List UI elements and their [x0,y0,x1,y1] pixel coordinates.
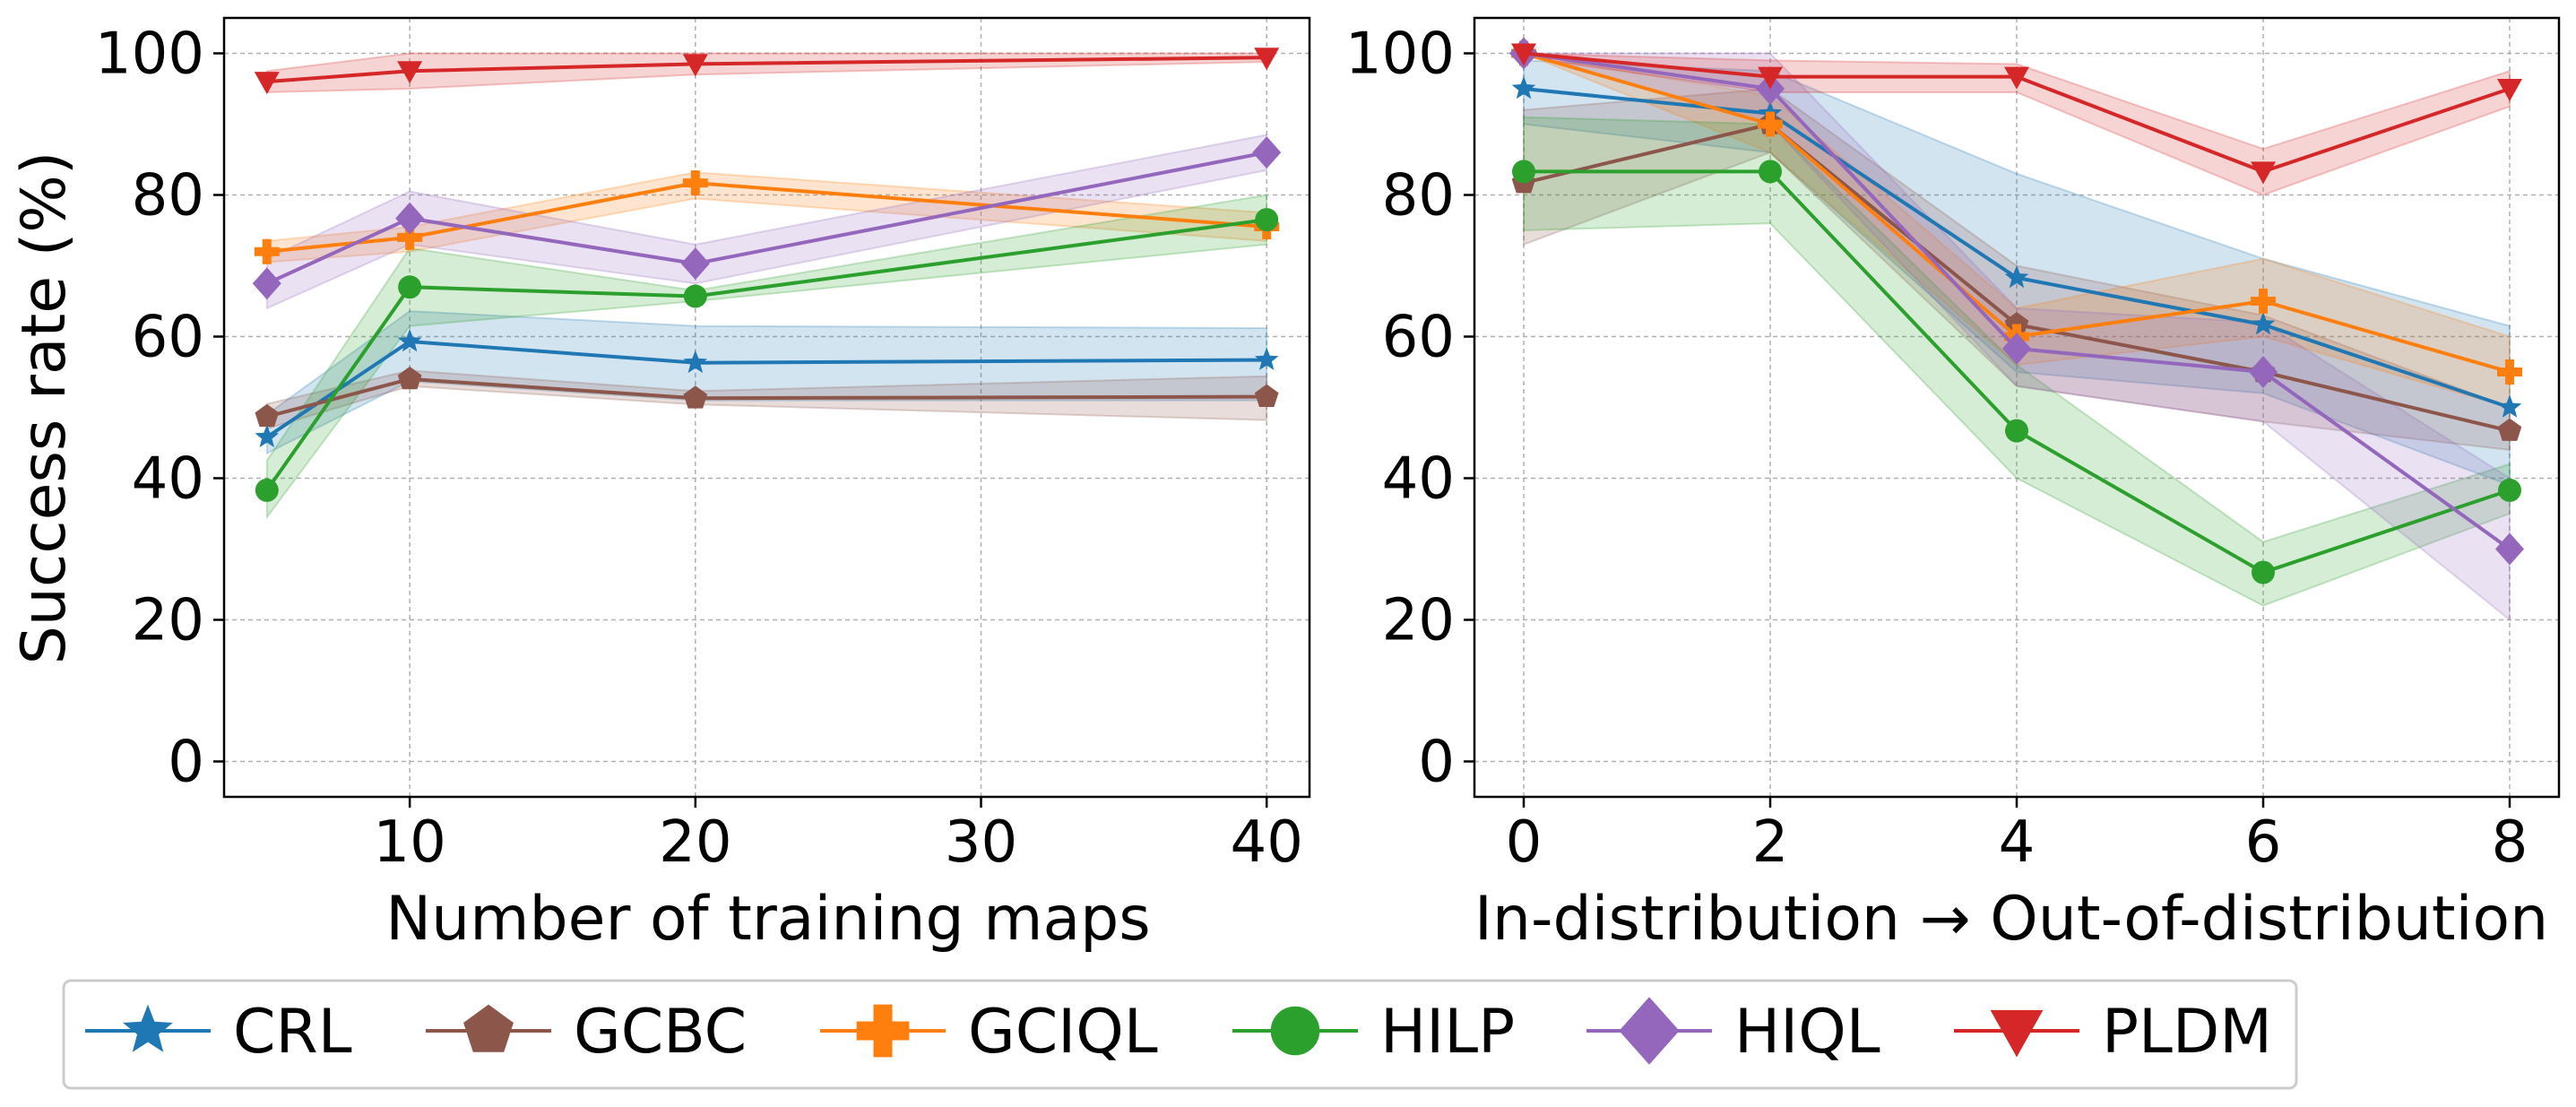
point-crl-3 [1254,347,1279,370]
right-x-axis-label: In-distribution → Out-of-distribution [1474,884,2548,955]
legend: CRL GCBC GCIQL HILP HIQL PLDM [62,979,2298,1090]
y-tick-label: 100 [95,22,204,88]
point-pldm-0 [1511,43,1536,66]
legend-marker-hilp [1270,1006,1320,1056]
band-hilp [265,194,1268,521]
series-line-gciql [266,181,1267,254]
legend-marker-crl [123,1004,173,1052]
legend-label-crl: CRL [233,997,352,1068]
point-gciql-3 [2251,289,2276,314]
y-tick-label: 100 [1345,22,1455,88]
band-gciql [265,171,1268,264]
band-hilp [1523,116,2511,607]
x-tick-label: 30 [945,809,1017,876]
point-pldm-0 [254,72,280,95]
point-pldm-3 [1254,48,1280,71]
legend-label-hilp: HILP [1380,997,1515,1068]
point-gciql-1 [1758,111,1783,137]
point-hilp-2 [683,284,707,308]
y-tick-label: 0 [1418,730,1455,796]
y-tick-label: 20 [1382,588,1455,654]
point-crl-4 [2497,394,2522,418]
point-gcbc-2 [2004,312,2029,335]
point-pldm-2 [682,54,708,77]
legend-label-gciql: GCIQL [968,997,1158,1068]
y-tick-label: 60 [132,305,204,371]
point-crl-2 [2004,264,2029,289]
x-tick-label: 2 [1752,809,1789,876]
point-hilp-1 [1759,160,1782,184]
point-hilp-1 [398,275,422,299]
point-gciql-4 [2497,359,2522,385]
x-tick-label: 0 [1506,809,1543,876]
point-gciql-1 [397,224,423,250]
x-tick-label: 20 [659,809,731,876]
point-crl-3 [2251,312,2276,335]
point-gcbc-1 [397,366,422,390]
legend-marker-gciql [856,1004,910,1058]
legend-label-hiql: HIQL [1734,997,1880,1068]
point-hiql-1 [395,202,425,235]
point-hilp-0 [1512,160,1535,184]
y-tick-label: 40 [132,446,204,513]
point-pldm-3 [2251,161,2276,185]
point-hiql-2 [680,247,710,281]
point-hilp-4 [2498,478,2521,502]
point-gciql-0 [254,238,280,264]
point-hiql-2 [2002,332,2031,365]
band-hiql [265,134,1268,310]
y-tick-label: 20 [132,588,204,654]
series-line-pldm [266,56,1267,84]
y-tick-label: 80 [1382,163,1455,229]
point-gcbc-4 [2497,418,2522,441]
point-hilp-3 [2252,560,2275,584]
y-tick-label: 40 [1382,446,1455,513]
legend-label-pldm: PLDM [2102,997,2272,1068]
series-line-gcbc [266,376,1267,419]
series-line-hilp [265,218,1267,492]
series-line-hiql [265,151,1267,286]
y-tick-label: 80 [132,163,204,229]
legend-marker-hiql [1619,997,1680,1065]
y-axis-label: Success rate (%) [9,151,80,665]
x-tick-label: 6 [2245,809,2282,876]
point-hiql-3 [2249,356,2278,388]
point-hiql-3 [1252,136,1282,169]
right-panel-success-vs-distribution-shift: 0 20 40 60 80 100 0 2 4 6 8 [1345,16,2561,876]
x-tick-label: 8 [2492,809,2528,876]
plot-frame [222,16,1311,799]
point-gcbc-0 [255,403,280,428]
point-hilp-3 [1255,208,1279,232]
legend-frame [62,979,2298,1090]
point-crl-0 [1511,76,1536,99]
point-gcbc-3 [1254,384,1279,407]
point-crl-2 [683,350,708,374]
point-crl-0 [255,424,280,447]
point-pldm-2 [2004,66,2029,90]
legend-marker-pldm [1990,1009,2044,1058]
legend-marker-gcbc [463,1004,514,1052]
point-crl-1 [397,329,422,352]
point-pldm-1 [397,61,423,84]
point-hiql-4 [2495,532,2524,566]
y-tick-label: 60 [1382,305,1455,371]
point-pldm-1 [1758,66,1783,90]
y-tick-label: 0 [168,730,204,796]
point-gciql-2 [682,170,708,196]
x-tick-label: 4 [1999,809,2036,876]
left-panel-success-vs-training-maps: 0 20 40 60 80 100 10 20 30 40 [95,16,1311,876]
point-hiql-0 [252,267,281,300]
legend-label-gcbc: GCBC [574,997,747,1068]
left-x-axis-label: Number of training maps [385,884,1151,955]
point-gcbc-2 [683,385,708,409]
x-tick-label: 40 [1230,809,1302,876]
point-hilp-2 [2005,419,2028,443]
point-hilp-0 [255,478,279,502]
x-tick-label: 10 [373,809,445,876]
point-pldm-4 [2497,79,2522,101]
